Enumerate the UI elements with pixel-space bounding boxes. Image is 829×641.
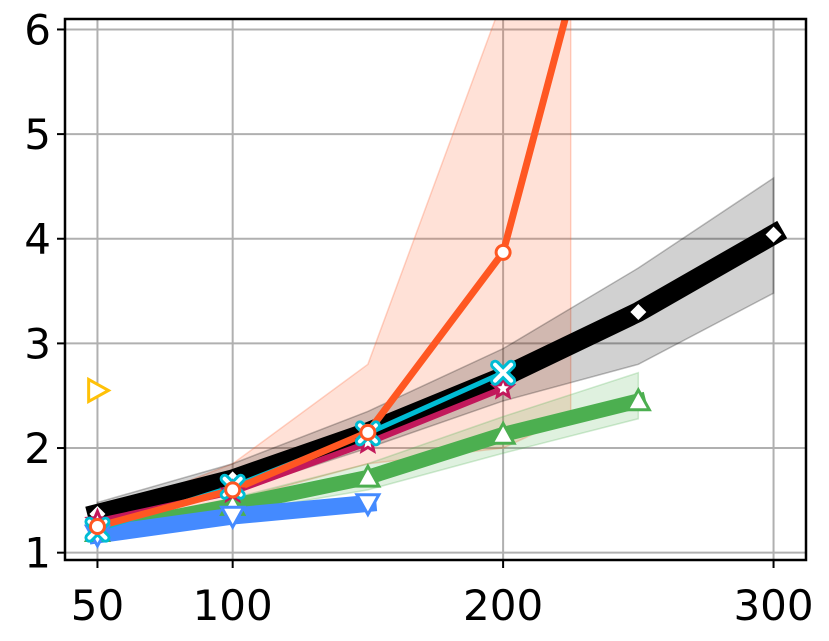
- circle-marker: [224, 481, 242, 499]
- triangle-right-marker: [87, 376, 112, 405]
- y-tick-label: 4: [24, 215, 51, 264]
- circle-marker: [359, 423, 377, 441]
- y-tick-label: 2: [24, 424, 51, 473]
- axis-ticks: [57, 28, 775, 568]
- x-tick-label: 200: [463, 581, 543, 630]
- triangle-down-marker: [219, 505, 247, 531]
- x-marker-stroke: [493, 362, 514, 383]
- triangle-up-marker: [624, 386, 652, 412]
- x-tick-label: 300: [733, 581, 813, 630]
- y-tick-label: 5: [24, 110, 51, 159]
- circle-marker: [494, 243, 512, 261]
- series-markers: [83, 226, 782, 549]
- plot-frame: [63, 17, 808, 562]
- diamond-marker: [630, 303, 647, 320]
- x-marker: [490, 359, 517, 386]
- triangle-up-marker: [489, 420, 517, 445]
- tick-labels: 50 100 200 300 1 2 3 4 5 6: [24, 5, 813, 630]
- circle-marker: [88, 518, 106, 536]
- y-tick-label: 1: [24, 529, 51, 578]
- x-tick-label: 50: [71, 581, 124, 630]
- y-tick-label: 6: [24, 5, 51, 54]
- diamond-marker: [765, 226, 782, 243]
- y-tick-label: 3: [24, 319, 51, 368]
- triangle-up-marker: [354, 463, 382, 488]
- x-tick-label: 100: [193, 581, 273, 630]
- triangle-down-marker: [354, 493, 382, 518]
